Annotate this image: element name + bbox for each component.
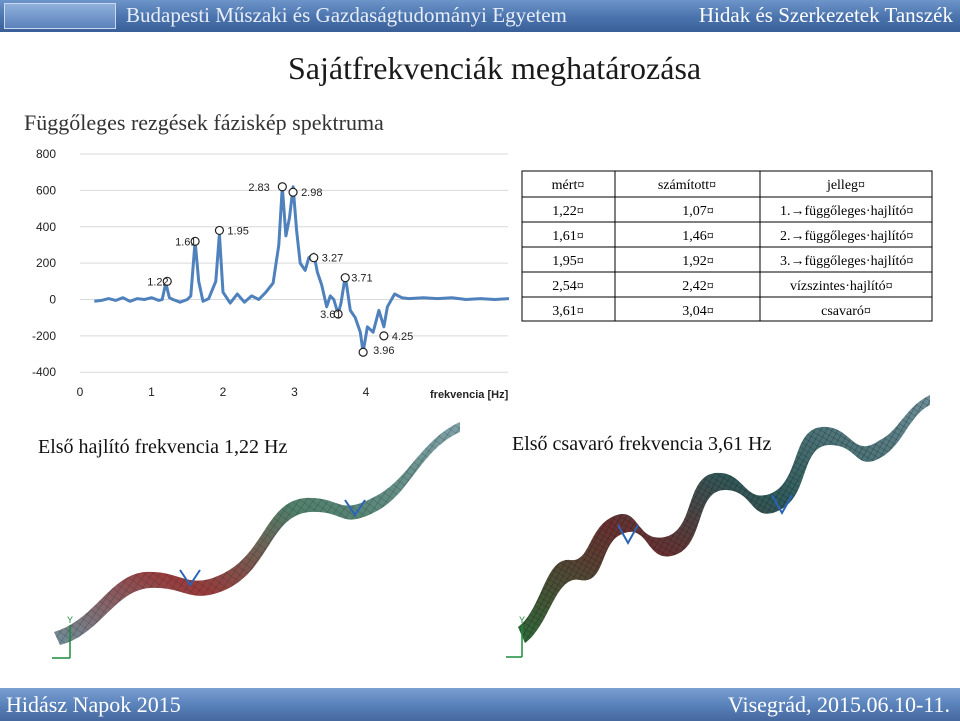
chart-gridlines <box>80 153 508 373</box>
y-tick-label: 400 <box>36 220 56 234</box>
table-row: 1,95¤ 1,92¤ 3.→függőleges·hajlító¤ <box>552 254 913 269</box>
table-cell: 3,04¤ <box>682 304 714 319</box>
peak-label: 1.22 <box>147 276 168 288</box>
table-row: 1,61¤ 1,46¤ 2.→függőleges·hajlító¤ <box>552 229 913 244</box>
university-logo-icon <box>4 3 116 29</box>
axis-y-icon: Y <box>67 615 73 625</box>
table-cell: 1,61¤ <box>552 229 584 244</box>
table-header-cell: mért¤ <box>552 178 585 193</box>
table-cell: 1.→függőleges·hajlító¤ <box>780 204 913 219</box>
table-cell: 2,54¤ <box>552 279 584 294</box>
table-cell: 2.→függőleges·hajlító¤ <box>780 229 913 244</box>
chart-subtitle: Függőleges rezgések fáziskép spektruma <box>24 110 384 135</box>
bending-mode-render: Y <box>52 422 460 659</box>
peak-label: 2.98 <box>301 187 322 199</box>
table-cell: vízszintes·hajlító¤ <box>790 279 893 294</box>
table-row: 1,22¤ 1,07¤ 1.→függőleges·hajlító¤ <box>552 204 913 219</box>
torsion-mode-render: Y <box>506 395 930 658</box>
peak-label: 2.83 <box>248 182 269 194</box>
university-name: Budapesti Műszaki és Gazdaságtudományi E… <box>126 3 567 27</box>
table-cell: 1,22¤ <box>552 204 584 219</box>
peak-point <box>162 276 172 286</box>
table-cell: 2,42¤ <box>682 279 714 294</box>
peak-point <box>309 253 319 263</box>
table-header-cell: számított¤ <box>658 178 716 193</box>
table-cell: csavaró¤ <box>821 304 871 319</box>
table-cell: 1,95¤ <box>552 254 584 269</box>
x-tick-label: 1 <box>148 385 155 399</box>
pylon-lines <box>179 499 366 587</box>
peak-point <box>214 225 225 236</box>
peak-point <box>379 331 389 341</box>
y-tick-label: 800 <box>36 147 56 161</box>
table-cell: 1,92¤ <box>682 254 714 269</box>
peak-label: 3.71 <box>351 273 372 285</box>
table-row: 2,54¤ 2,42¤ vízszintes·hajlító¤ <box>552 279 892 294</box>
spectrum-line <box>94 185 510 354</box>
peak-point <box>340 273 350 283</box>
peak-point <box>190 236 200 246</box>
table-cell: 1,46¤ <box>682 229 714 244</box>
x-tick-label: 4 <box>363 385 370 399</box>
caption-first-bending: Első hajlító frekvencia 1,22 Hz <box>38 436 288 458</box>
table-cell: 1,07¤ <box>682 204 714 219</box>
peak-label: 4.25 <box>392 331 413 343</box>
slide-title: Sajátfrekvenciák meghatározása <box>288 50 702 86</box>
y-tick-labels: 800 600 400 200 0 -200 -400 <box>32 147 56 379</box>
peak-point <box>288 187 298 197</box>
peak-label: 1.95 <box>227 225 248 237</box>
peak-point <box>358 347 368 357</box>
y-tick-label: 600 <box>36 183 56 197</box>
pylon-lines <box>617 494 793 546</box>
axis-y-icon: Y <box>519 615 525 625</box>
footer-event: Hidász Napok 2015 <box>6 692 181 717</box>
peak-point <box>333 309 343 319</box>
peak-label: 3.96 <box>373 345 394 357</box>
coordinate-axes-icon <box>52 625 71 659</box>
x-tick-label: 2 <box>220 385 227 399</box>
y-tick-label: 200 <box>36 256 56 270</box>
table-cell: 3.→függőleges·hajlító¤ <box>780 254 913 269</box>
peak-label: 3.61 <box>320 309 341 321</box>
caption-first-torsion: Első csavaró frekvencia 3,61 Hz <box>512 433 772 455</box>
x-tick-labels: 0 1 2 3 4 <box>77 385 370 399</box>
coordinate-axes-icon <box>506 625 523 658</box>
table-header-row: mért¤ számított¤ jelleg¤ <box>552 178 865 193</box>
peak-markers: 1.22 1.61 1.95 2.83 2.98 3.27 3.71 3.61 4.25 3.96 <box>147 182 413 357</box>
table-cell: 3,61¤ <box>552 304 584 319</box>
deck-mesh <box>54 422 460 645</box>
peak-label: 3.27 <box>322 253 343 265</box>
x-axis-label: frekvencia [Hz] <box>430 389 509 401</box>
y-tick-label: 0 <box>49 293 56 307</box>
department-name: Hidak és Szerkezetek Tanszék <box>698 3 953 27</box>
spectrum-chart: 800 600 400 200 0 -200 -400 0 1 2 3 4 1.22 1.61 1.95… <box>32 147 510 401</box>
header-bar: Budapesti Műszaki és Gazdaságtudományi E… <box>0 0 960 32</box>
y-tick-label: -400 <box>32 365 56 379</box>
y-tick-label: -200 <box>32 329 56 343</box>
peak-label: 1.61 <box>175 236 196 248</box>
table-row: 3,61¤ 3,04¤ csavaró¤ <box>552 304 871 319</box>
footer-bar: Hidász Napok 2015 Visegrád, 2015.06.10-1… <box>0 688 960 721</box>
peak-point <box>277 182 287 192</box>
x-tick-label: 0 <box>77 385 84 399</box>
table-header-cell: jelleg¤ <box>826 178 865 193</box>
footer-location-date: Visegrád, 2015.06.10-11. <box>727 692 950 717</box>
frequency-table: mért¤ számított¤ jelleg¤ 1,22¤ 1,07¤ 1.→… <box>521 170 933 322</box>
x-tick-label: 3 <box>291 385 298 399</box>
